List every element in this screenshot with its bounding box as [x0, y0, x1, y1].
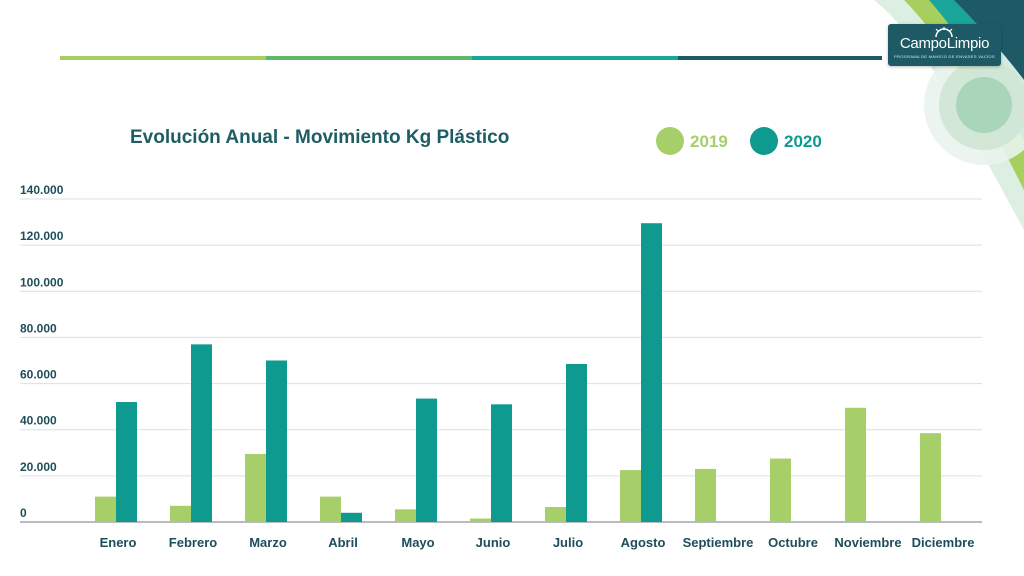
- y-tick-label: 120.000: [20, 229, 64, 243]
- x-tick-label: Abril: [328, 535, 358, 550]
- bar-2019-septiembre: [695, 468, 716, 522]
- bar-2020-junio: [491, 404, 512, 522]
- bar-2020-julio: [566, 363, 587, 522]
- y-tick-label: 0: [20, 506, 27, 520]
- header-bar-segment: [472, 56, 678, 60]
- bar-2020-abril: [341, 512, 362, 522]
- y-tick-label: 100.000: [20, 275, 64, 289]
- bar-2019-agosto: [620, 470, 641, 522]
- x-tick-label: Julio: [553, 535, 583, 550]
- x-tick-label: Agosto: [621, 535, 666, 550]
- x-tick-label: Febrero: [169, 535, 217, 550]
- logo-name: CampoLimpio: [899, 35, 990, 52]
- x-tick-label: Junio: [476, 535, 511, 550]
- header-color-bar: [60, 56, 882, 60]
- y-axis-ticks: 0 20.000 40.000 60.000 80.000 100.000 120.000 1…: [20, 183, 64, 520]
- y-tick-label: 20.000: [20, 460, 57, 474]
- logo-subtitle: PROGRAMA DE MANEJO DE ENVASES VACÍOS: [894, 54, 995, 59]
- bar-2019-enero: [95, 496, 116, 522]
- legend-swatch-2020: [750, 127, 778, 155]
- x-tick-label: Noviembre: [834, 535, 901, 550]
- chart-title: Evolución Anual - Movimiento Kg Plástico: [130, 127, 510, 148]
- x-tick-label: Mayo: [401, 535, 434, 550]
- bar-2019-octubre: [770, 458, 791, 522]
- y-tick-label: 40.000: [20, 414, 57, 428]
- bar-2019-abril: [320, 496, 341, 522]
- bar-2020-enero: [116, 402, 137, 522]
- y-tick-label: 60.000: [20, 368, 57, 382]
- bar-2019-noviembre: [845, 407, 866, 522]
- bar-2019-marzo: [245, 453, 266, 522]
- x-tick-label: Septiembre: [683, 535, 754, 550]
- x-axis-labels: Enero Febrero Marzo Abril Mayo Junio Julio Agos…: [100, 535, 975, 550]
- legend-label-2019: 2019: [690, 132, 728, 151]
- x-tick-label: Marzo: [249, 535, 287, 550]
- sun-icon: [935, 27, 953, 37]
- header-bar-segment: [266, 56, 472, 60]
- header-bar-segment: [60, 56, 266, 60]
- bar-2019-febrero: [170, 505, 191, 522]
- bar-2020-febrero: [191, 344, 212, 522]
- x-tick-label: Octubre: [768, 535, 818, 550]
- y-tick-label: 80.000: [20, 321, 57, 335]
- bar-2019-julio: [545, 507, 566, 522]
- bar-2019-mayo: [395, 509, 416, 522]
- bar-2019-diciembre: [920, 433, 941, 522]
- legend-swatch-2019: [656, 127, 684, 155]
- x-tick-label: Diciembre: [912, 535, 975, 550]
- campolimpio-logo: CampoLimpio PROGRAMA DE MANEJO DE ENVASE…: [888, 24, 1001, 66]
- bar-2020-mayo: [416, 398, 437, 522]
- bar-2020-agosto: [641, 223, 662, 522]
- bar-2019-junio: [470, 518, 491, 522]
- x-tick-label: Enero: [100, 535, 137, 550]
- legend-label-2020: 2020: [784, 132, 822, 151]
- header-bar-segment: [678, 56, 882, 60]
- y-tick-label: 140.000: [20, 183, 64, 197]
- bar-2020-marzo: [266, 360, 287, 522]
- bars: [95, 223, 941, 522]
